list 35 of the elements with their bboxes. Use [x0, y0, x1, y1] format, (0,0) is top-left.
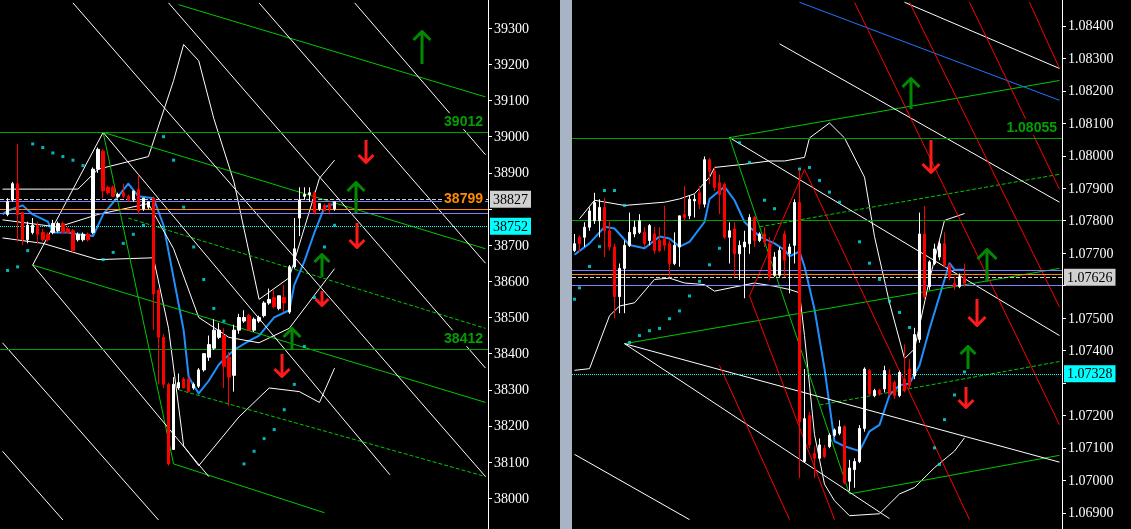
y-tick-label: 1.07700 [1068, 245, 1114, 261]
y-tick-label: 38900 [494, 165, 529, 181]
y-tick-label: 1.08400 [1068, 18, 1114, 34]
y-tick-label: 1.07500 [1068, 310, 1114, 326]
ref-line-label: 38799 [444, 190, 484, 207]
y-tick-label: 38300 [494, 382, 529, 398]
y-tick-label: 1.07100 [1068, 440, 1114, 456]
y-tick-label: 38500 [494, 309, 529, 325]
y-tick-label: 38600 [494, 273, 529, 289]
ref-line-label: 1.07626 [1067, 269, 1113, 285]
y-tick-label: 1.07000 [1068, 472, 1114, 488]
y-tick-label: 38700 [494, 237, 529, 253]
y-tick-label: 1.08000 [1068, 148, 1114, 164]
ref-line-label: 1.08055 [1006, 118, 1058, 135]
y-tick-label: 38000 [494, 490, 529, 506]
y-tick-label: 39300 [494, 20, 529, 36]
y-tick-label: 1.07800 [1068, 213, 1114, 229]
y-tick-label: 1.08300 [1068, 50, 1114, 66]
y-tick-label: 38400 [494, 346, 529, 362]
y-tick-label: 1.08200 [1068, 83, 1114, 99]
y-tick-label: 1.07400 [1068, 343, 1114, 358]
y-tick-label: 39100 [494, 93, 529, 109]
ref-line-label: 38752 [493, 218, 528, 234]
ref-line-label: 39012 [444, 113, 484, 130]
y-tick-label: 39000 [494, 129, 529, 145]
ref-line-label: 38827 [493, 191, 528, 207]
y-tick-label: 1.06900 [1068, 505, 1114, 521]
ref-line-label: 1.07328 [1067, 366, 1113, 382]
y-tick-label: 38200 [494, 418, 529, 434]
y-tick-label: 1.07900 [1068, 180, 1114, 196]
y-tick-label: 1.08100 [1068, 115, 1114, 131]
ref-line-label: 38412 [444, 330, 484, 347]
y-tick-label: 38100 [494, 454, 529, 470]
y-tick-label: 1.07200 [1068, 407, 1114, 423]
y-tick-label: 39200 [494, 56, 529, 72]
